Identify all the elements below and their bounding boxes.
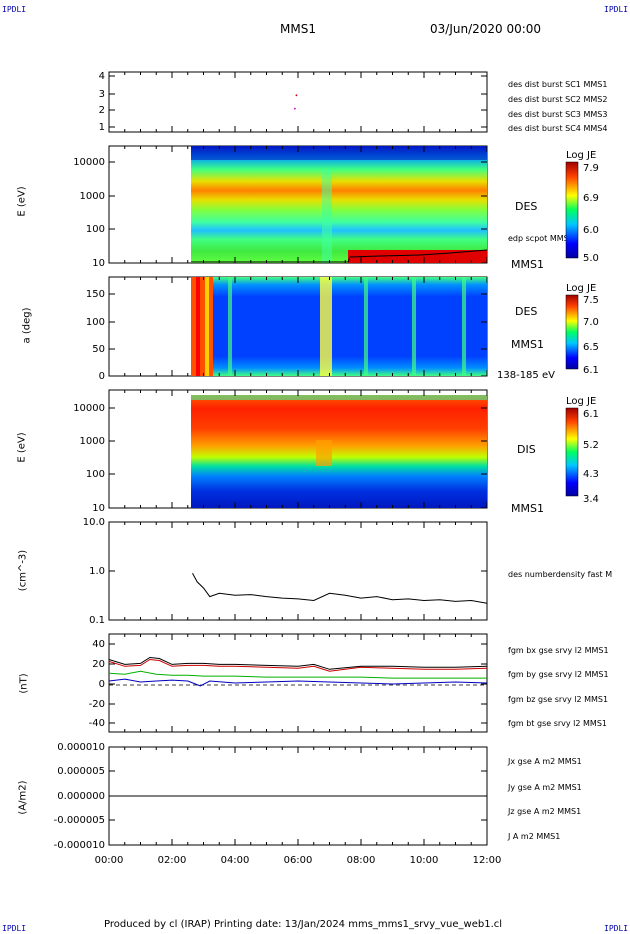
colorbar-tick-label: 6.1 [583,409,599,420]
ytick-label: 20 [92,659,105,670]
xtick-label: 06:00 [284,855,313,866]
series-line [108,678,488,687]
label-mms1-2: MMS1 [511,338,544,351]
colorbar-tick-label: 3.4 [583,494,599,505]
xtick-label: 02:00 [158,855,187,866]
colorbar-tick-label: 7.9 [583,163,599,174]
colorbar-tick-label: 6.5 [583,342,599,353]
legend-jy: Jy gse A m2 MMS1 [508,783,582,792]
corner-label-top-left: IPDLI [2,5,27,14]
legend-bz: fgm bz gse srvy l2 MMS1 [508,695,609,704]
legend-bt: fgm bt gse srvy l2 MMS1 [508,719,607,728]
page-title: MMS1 [280,22,316,36]
legend-density: des numberdensity fast M [508,570,613,579]
colorbar-tick-label: 5.2 [583,440,599,451]
colorbar-tick-label: 6.0 [583,225,599,236]
ytick-label: 100 [86,224,105,235]
footer-credits: Produced by cl (IRAP) Printing date: 13/… [104,919,503,930]
ytick-label: 2 [99,105,105,116]
ytick-label: 0.000000 [57,791,105,802]
ytick-label: 150 [86,289,105,300]
ytick-label: 10 [92,503,105,514]
xtick-label: 08:00 [347,855,376,866]
xtick-label: 04:00 [221,855,250,866]
legend-jx: Jx gse A m2 MMS1 [508,757,582,766]
label-scpot: edp scpot MMS1 [508,234,574,243]
label-des-1: DES [515,200,538,213]
ytick-label: 0.000005 [57,766,105,777]
colorbar1 [565,161,579,259]
label-energy-range: 138-185 eV [497,370,555,381]
ytick-label: 1000 [80,436,105,447]
dis-energy-spectrogram [191,395,487,508]
legend-sc3: des dist burst SC3 MMS3 [508,110,608,119]
plot-date: 03/Jun/2020 00:00 [430,22,542,36]
series-line [108,658,488,672]
des-pitch-spectrogram [191,277,487,376]
colorbar-tick-label: 4.3 [583,469,599,480]
label-mms1-1: MMS1 [511,258,544,271]
legend-j: J A m2 MMS1 [508,832,561,841]
corner-label-bottom-left: IPDLI [2,924,27,933]
legend-sc2: des dist burst SC2 MMS2 [508,95,608,104]
des-energy-spectrogram [191,146,488,263]
label-des-2: DES [515,305,538,318]
dynamic-marks: 4321100001000100101501005001000010001001… [54,71,599,866]
colorbar3-title: Log JE [566,396,597,407]
colorbar3 [565,407,579,497]
ytick-label: 10000 [73,157,105,168]
colorbar-tick-label: 7.5 [583,295,599,306]
legend-sc1: des dist burst SC1 MMS1 [508,80,608,89]
series-line [108,656,488,670]
label-dis: DIS [517,443,536,456]
corner-label-top-right: IPDLI [604,5,629,14]
panel5-frame [108,521,488,621]
ytick-label: 4 [99,71,105,82]
ytick-label: 0 [99,679,105,690]
ytick-label: 0.1 [89,615,105,626]
corner-label-bottom-right: IPDLI [604,924,629,933]
ytick-label: -0.000005 [54,815,105,826]
panel1-frame [108,71,488,133]
ytick-label: 0.000010 [57,742,105,753]
ytick-label: 10 [92,258,105,269]
colorbar-tick-label: 5.0 [583,253,599,264]
colorbar-tick-label: 6.9 [583,193,599,204]
colorbar2 [565,294,579,370]
ytick-label: 0 [99,371,105,382]
ytick-label: 1000 [80,191,105,202]
ytick-label: 100 [86,469,105,480]
colorbar2-title: Log JE [566,283,597,294]
xtick-label: 10:00 [410,855,439,866]
ytick-label: -20 [89,699,105,710]
ytick-label: 100 [86,317,105,328]
series-line [192,572,488,604]
legend-by: fgm by gse srvy l2 MMS1 [508,670,609,679]
series-line [108,670,487,679]
ytick-label: 50 [92,344,105,355]
ytick-label: 10000 [73,403,105,414]
colorbar-tick-label: 7.0 [583,317,599,328]
colorbar1-title: Log JE [566,150,597,161]
ytick-label: 40 [92,639,105,650]
xtick-label: 12:00 [473,855,502,866]
colorbar-tick-label: 6.1 [583,365,599,376]
label-mms1-3: MMS1 [511,502,544,515]
scatter-point [295,94,298,97]
scatter-point [293,107,296,110]
legend-jz: Jz gse A m2 MMS1 [508,807,582,816]
xtick-label: 00:00 [95,855,124,866]
legend-sc4: des dist burst SC4 MMS4 [508,124,608,133]
legend-bx: fgm bx gse srvy l2 MMS1 [508,646,609,655]
ytick-label: 10.0 [83,517,105,528]
ytick-label: -40 [89,718,105,729]
ytick-label: 3 [99,89,105,100]
ytick-label: 1.0 [89,566,105,577]
ytick-label: -0.000010 [54,840,105,851]
ytick-label: 1 [99,122,105,133]
